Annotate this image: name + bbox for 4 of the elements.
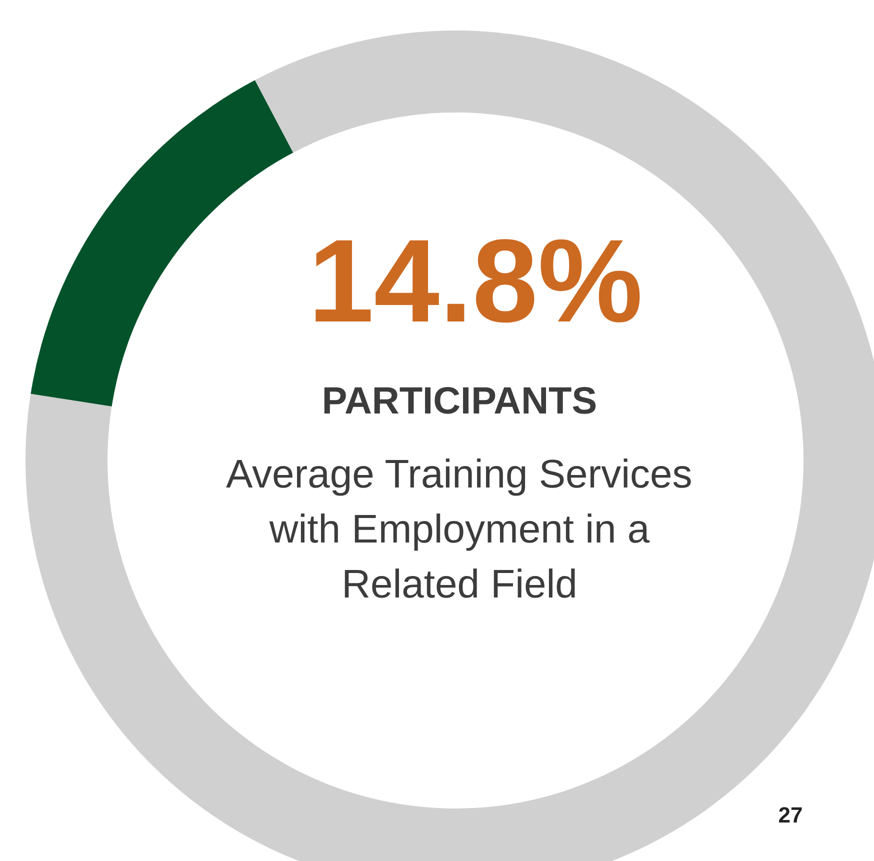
text: 27 bbox=[778, 802, 803, 828]
text: Average Training Services with Employment in a Related Field bbox=[226, 452, 692, 606]
text: PARTICIPANTS bbox=[322, 380, 598, 422]
text: 14.8% bbox=[308, 216, 643, 348]
